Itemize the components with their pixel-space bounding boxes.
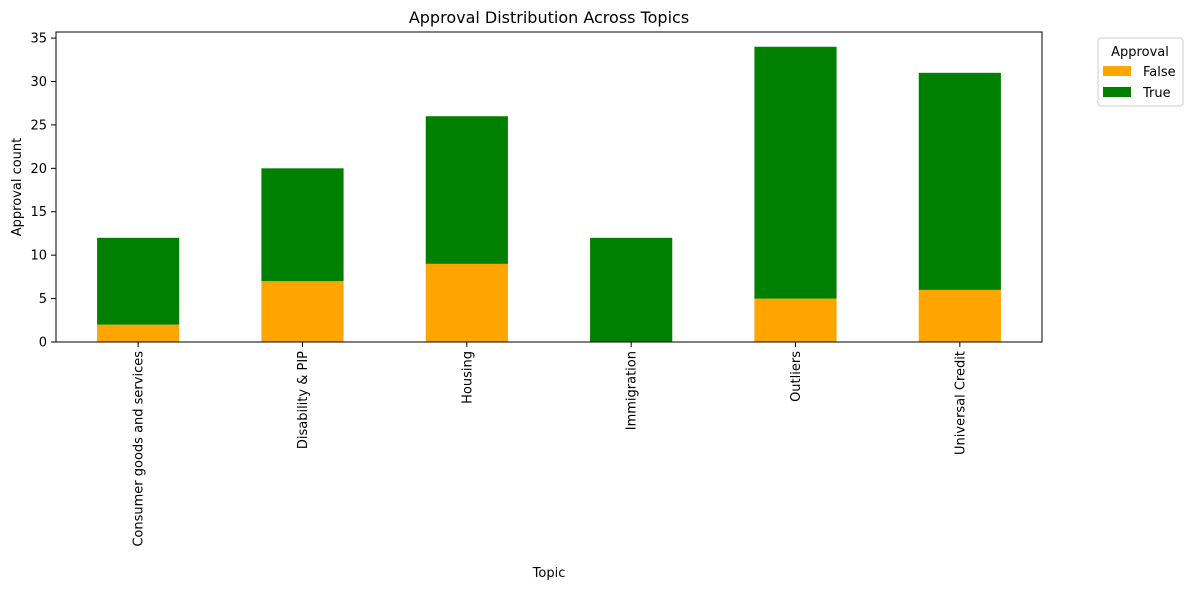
y-axis: 0 5 10 15 20 25 30 35 [30,32,56,351]
bar-false-4 [754,298,837,342]
y-tick-label: 25 [30,118,47,133]
bar-false-5 [918,289,1001,342]
bar-false-0 [97,324,180,342]
x-tick-label: Consumer goods and services [132,351,147,547]
y-tick-label: 30 [30,75,47,90]
legend-swatch-false [1103,66,1131,76]
legend-label-true: True [1142,86,1171,101]
x-axis-label: Topic [532,566,566,581]
legend: Approval False True [1097,37,1184,107]
bar-true-3 [590,237,673,342]
x-tick-label: Universal Credit [953,351,968,455]
bar-true-2 [425,116,508,264]
x-tick-label: Disability & PIP [296,351,311,449]
x-tick-label: Housing [460,351,475,404]
y-tick-label: 0 [39,336,47,351]
legend-label-false: False [1143,65,1176,80]
bar-true-0 [97,237,180,325]
bar-false-1 [261,281,344,342]
x-axis: Consumer goods and services Disability & … [132,342,968,547]
y-tick-label: 35 [30,32,47,47]
y-tick-label: 10 [30,249,47,264]
bar-false-2 [425,263,508,342]
bars-layer [97,46,1001,342]
legend-title: Approval [1111,45,1169,60]
y-tick-label: 20 [30,162,47,177]
x-tick-label: Outliers [789,351,804,402]
legend-swatch-true [1103,87,1131,97]
y-axis-label: Approval count [10,138,25,237]
bar-true-5 [918,72,1001,290]
y-tick-label: 5 [39,292,47,307]
chart-title: Approval Distribution Across Topics [409,8,689,27]
bar-true-1 [261,168,344,282]
plot-frame [55,31,1043,343]
x-tick-label: Immigration [625,351,640,430]
bar-true-4 [754,46,837,299]
y-tick-label: 15 [30,205,47,220]
